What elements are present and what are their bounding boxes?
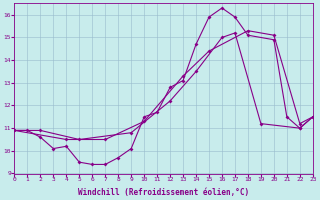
X-axis label: Windchill (Refroidissement éolien,°C): Windchill (Refroidissement éolien,°C) — [78, 188, 249, 197]
